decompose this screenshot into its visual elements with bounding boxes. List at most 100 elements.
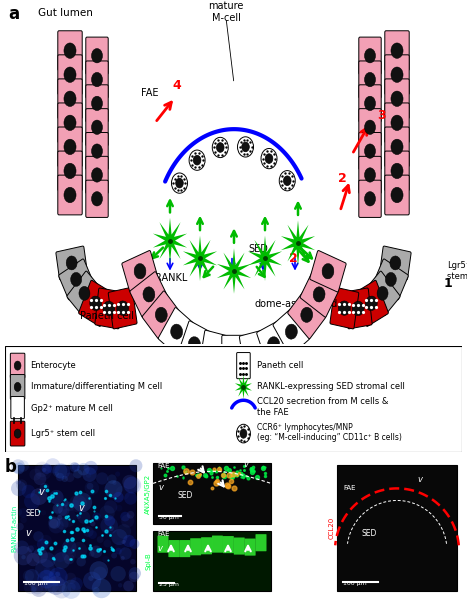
- Circle shape: [104, 500, 117, 513]
- Circle shape: [50, 515, 54, 519]
- Circle shape: [283, 176, 291, 186]
- FancyBboxPatch shape: [58, 127, 82, 167]
- Text: Immature/differentiating M cell: Immature/differentiating M cell: [30, 382, 162, 391]
- Circle shape: [41, 577, 50, 586]
- Ellipse shape: [170, 324, 183, 339]
- Circle shape: [119, 547, 132, 559]
- Ellipse shape: [64, 164, 76, 179]
- Circle shape: [29, 468, 41, 480]
- Circle shape: [102, 556, 109, 563]
- FancyBboxPatch shape: [223, 536, 234, 553]
- Ellipse shape: [66, 256, 77, 270]
- Circle shape: [108, 525, 114, 531]
- Ellipse shape: [391, 43, 403, 58]
- Circle shape: [29, 583, 34, 588]
- Circle shape: [189, 150, 205, 170]
- Circle shape: [77, 463, 90, 476]
- Ellipse shape: [71, 273, 82, 286]
- Text: FAE: FAE: [157, 531, 170, 537]
- Circle shape: [19, 508, 28, 518]
- Circle shape: [17, 460, 29, 472]
- Circle shape: [71, 500, 79, 508]
- Text: Spi-B: Spi-B: [145, 552, 151, 570]
- Ellipse shape: [92, 168, 102, 182]
- Circle shape: [35, 464, 51, 480]
- Ellipse shape: [313, 287, 325, 302]
- Circle shape: [129, 567, 141, 580]
- FancyBboxPatch shape: [288, 291, 326, 338]
- Text: SED: SED: [362, 529, 377, 538]
- Circle shape: [212, 137, 228, 158]
- FancyBboxPatch shape: [158, 307, 195, 356]
- Circle shape: [88, 530, 97, 539]
- Circle shape: [16, 479, 27, 491]
- Circle shape: [242, 142, 249, 152]
- Ellipse shape: [92, 120, 102, 134]
- Circle shape: [35, 462, 50, 477]
- Ellipse shape: [391, 187, 403, 202]
- Circle shape: [28, 545, 38, 554]
- Text: mature
M-cell: mature M-cell: [208, 1, 244, 23]
- Circle shape: [11, 481, 26, 496]
- Text: FAE: FAE: [157, 463, 170, 469]
- Circle shape: [22, 483, 27, 488]
- FancyBboxPatch shape: [58, 31, 82, 71]
- Circle shape: [103, 540, 111, 547]
- Circle shape: [34, 473, 46, 485]
- Ellipse shape: [365, 120, 375, 134]
- FancyBboxPatch shape: [359, 37, 381, 74]
- Circle shape: [93, 567, 107, 580]
- Circle shape: [111, 552, 117, 558]
- Bar: [18, 465, 136, 591]
- FancyBboxPatch shape: [86, 108, 108, 146]
- Circle shape: [65, 573, 76, 584]
- Circle shape: [62, 476, 68, 482]
- FancyBboxPatch shape: [142, 291, 180, 338]
- Circle shape: [37, 539, 49, 550]
- Circle shape: [217, 143, 224, 152]
- Ellipse shape: [92, 96, 102, 111]
- Ellipse shape: [391, 139, 403, 155]
- Circle shape: [57, 518, 69, 530]
- Text: ANXA5/GP2: ANXA5/GP2: [145, 473, 151, 513]
- FancyBboxPatch shape: [359, 108, 381, 146]
- Circle shape: [83, 465, 88, 470]
- Circle shape: [96, 473, 108, 485]
- Ellipse shape: [143, 287, 155, 302]
- Text: 3: 3: [377, 109, 386, 122]
- Circle shape: [54, 503, 67, 516]
- Text: 100 μm: 100 μm: [343, 581, 367, 586]
- FancyBboxPatch shape: [10, 421, 25, 446]
- Circle shape: [129, 539, 139, 549]
- Ellipse shape: [365, 192, 375, 206]
- FancyBboxPatch shape: [255, 534, 267, 551]
- Text: Lgr5⁺
stem cell: Lgr5⁺ stem cell: [447, 261, 467, 281]
- Ellipse shape: [391, 164, 403, 179]
- Circle shape: [45, 579, 58, 593]
- Circle shape: [58, 509, 77, 527]
- FancyBboxPatch shape: [86, 156, 108, 193]
- Text: Paneth cell: Paneth cell: [257, 361, 304, 370]
- Circle shape: [73, 469, 82, 479]
- Ellipse shape: [352, 301, 364, 316]
- Circle shape: [120, 512, 130, 521]
- Ellipse shape: [248, 344, 260, 359]
- Ellipse shape: [365, 144, 375, 158]
- FancyBboxPatch shape: [359, 180, 381, 217]
- Ellipse shape: [14, 361, 21, 370]
- FancyBboxPatch shape: [359, 156, 381, 193]
- Circle shape: [65, 502, 74, 511]
- Ellipse shape: [79, 286, 90, 300]
- FancyBboxPatch shape: [344, 288, 372, 329]
- Circle shape: [24, 576, 28, 580]
- FancyBboxPatch shape: [157, 536, 169, 553]
- FancyBboxPatch shape: [385, 55, 409, 95]
- Circle shape: [89, 547, 94, 552]
- Circle shape: [31, 586, 36, 592]
- Circle shape: [24, 580, 38, 594]
- Ellipse shape: [90, 296, 102, 311]
- FancyBboxPatch shape: [179, 540, 190, 557]
- Text: v: v: [417, 476, 422, 485]
- Circle shape: [21, 485, 35, 498]
- FancyBboxPatch shape: [86, 180, 108, 217]
